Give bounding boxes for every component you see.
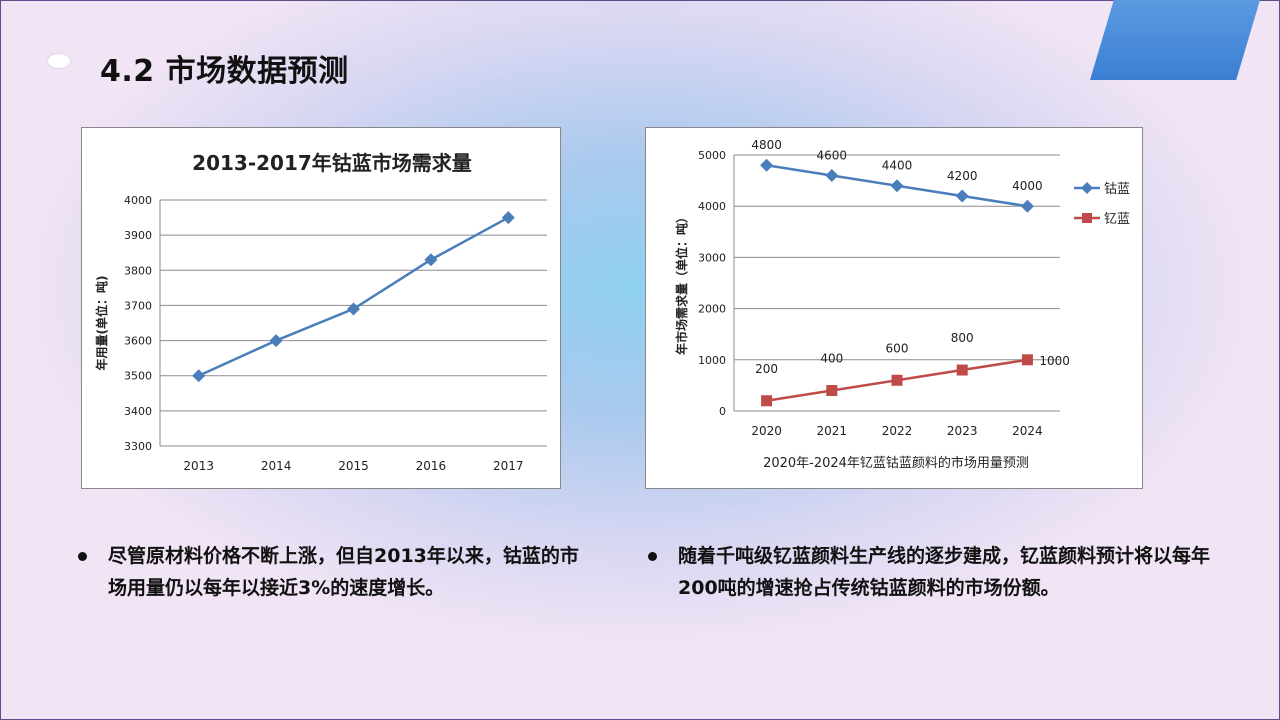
- data-label: 4200: [947, 169, 978, 183]
- bullet-item: 尽管原材料价格不断上涨，但自2013年以来，钴蓝的市场用量仍以每年以接近3%的速…: [78, 540, 588, 604]
- data-point: [1021, 354, 1033, 366]
- bullet-text: 尽管原材料价格不断上涨，但自2013年以来，钴蓝的市场用量仍以每年以接近3%的速…: [108, 545, 579, 599]
- y-tick-label: 1000: [698, 354, 726, 367]
- x-tick-label: 2024: [1012, 424, 1043, 438]
- legend-marker: [1081, 182, 1093, 194]
- data-point: [825, 168, 839, 182]
- y-tick-label: 4000: [124, 194, 152, 207]
- data-label: 4000: [1012, 179, 1043, 193]
- x-tick-label: 2020: [751, 424, 782, 438]
- chart-cobalt-demand: 2013-2017年钴蓝市场需求量 3300 3400 3500 3600 3700 380…: [81, 127, 561, 489]
- data-point: [891, 374, 903, 386]
- data-point: [269, 334, 283, 348]
- y-tick-label: 4000: [698, 200, 726, 213]
- y-tick-label: 3000: [698, 251, 726, 264]
- x-tick-label: 2013: [183, 459, 214, 473]
- y-tick-label: 0: [719, 405, 726, 418]
- y-tick-label: 3800: [124, 264, 152, 277]
- y-axis-label: 年用量(单位：吨): [94, 276, 109, 371]
- data-label: 4800: [751, 138, 782, 152]
- data-point: [956, 364, 968, 376]
- chart-forecast-svg: 0 1000 2000 3000 4000 5000 2020 2021 2022 2023 202…: [674, 138, 1130, 471]
- bullet-item: 随着千吨级钇蓝颜料生产线的逐步建成，钇蓝颜料预计将以每年200吨的增速抢占传统钴…: [648, 540, 1228, 604]
- bullet-dot-icon: [78, 552, 87, 561]
- y-tick-label: 3500: [124, 370, 152, 383]
- chart-forecast: 0 1000 2000 3000 4000 5000 2020 2021 2022 2023 202…: [645, 127, 1143, 489]
- data-label: 600: [886, 341, 909, 355]
- chart-title: 2013-2017年钴蓝市场需求量: [192, 151, 472, 175]
- data-label: 800: [951, 331, 974, 345]
- x-tick-label: 2016: [416, 459, 447, 473]
- data-point: [826, 385, 838, 397]
- y-tick-label: 5000: [698, 149, 726, 162]
- series-line: [198, 216, 509, 377]
- x-tick-label: 2021: [817, 424, 848, 438]
- data-point: [955, 189, 969, 203]
- data-point: [760, 158, 774, 172]
- legend-label: 钇蓝: [1104, 212, 1130, 227]
- data-point: [501, 211, 515, 225]
- data-label: 200: [755, 362, 778, 376]
- data-point: [1020, 199, 1034, 213]
- legend-marker: [1082, 213, 1092, 223]
- data-label: 4400: [882, 159, 913, 173]
- top-banner-shape: [1090, 0, 1260, 80]
- x-tick-label: 2014: [261, 459, 292, 473]
- page-title: 4.2 市场数据预测: [100, 54, 349, 89]
- y-tick-label: 3900: [124, 229, 152, 242]
- data-label: 1000: [1039, 354, 1070, 368]
- legend-label: 钴蓝: [1104, 182, 1130, 197]
- bullet-text: 随着千吨级钇蓝颜料生产线的逐步建成，钇蓝颜料预计将以每年200吨的增速抢占传统钴…: [678, 545, 1211, 599]
- data-point: [761, 395, 773, 407]
- data-point: [347, 302, 360, 316]
- y-tick-label: 2000: [698, 303, 726, 316]
- data-point: [192, 369, 206, 383]
- data-point: [890, 179, 904, 193]
- title-dot-icon: [48, 54, 70, 68]
- bullet-dot-icon: [648, 552, 657, 561]
- data-point: [424, 253, 438, 267]
- data-label: 4600: [817, 148, 848, 162]
- y-tick-label: 3600: [124, 335, 152, 348]
- chart-title: 2020年-2024年钇蓝钴蓝颜料的市场用量预测: [763, 455, 1029, 471]
- x-tick-label: 2023: [947, 424, 978, 438]
- y-tick-label: 3400: [124, 405, 152, 418]
- y-tick-label: 3700: [124, 299, 152, 312]
- y-axis-label: 年市场需求量（单位：吨）: [674, 211, 689, 355]
- data-label: 400: [820, 352, 843, 366]
- chart-cobalt-demand-svg: 2013-2017年钴蓝市场需求量 3300 3400 3500 3600 3700 380…: [94, 151, 547, 473]
- x-tick-label: 2015: [338, 459, 369, 473]
- x-tick-label: 2017: [493, 459, 524, 473]
- x-tick-label: 2022: [882, 424, 913, 438]
- y-tick-label: 3300: [124, 440, 152, 453]
